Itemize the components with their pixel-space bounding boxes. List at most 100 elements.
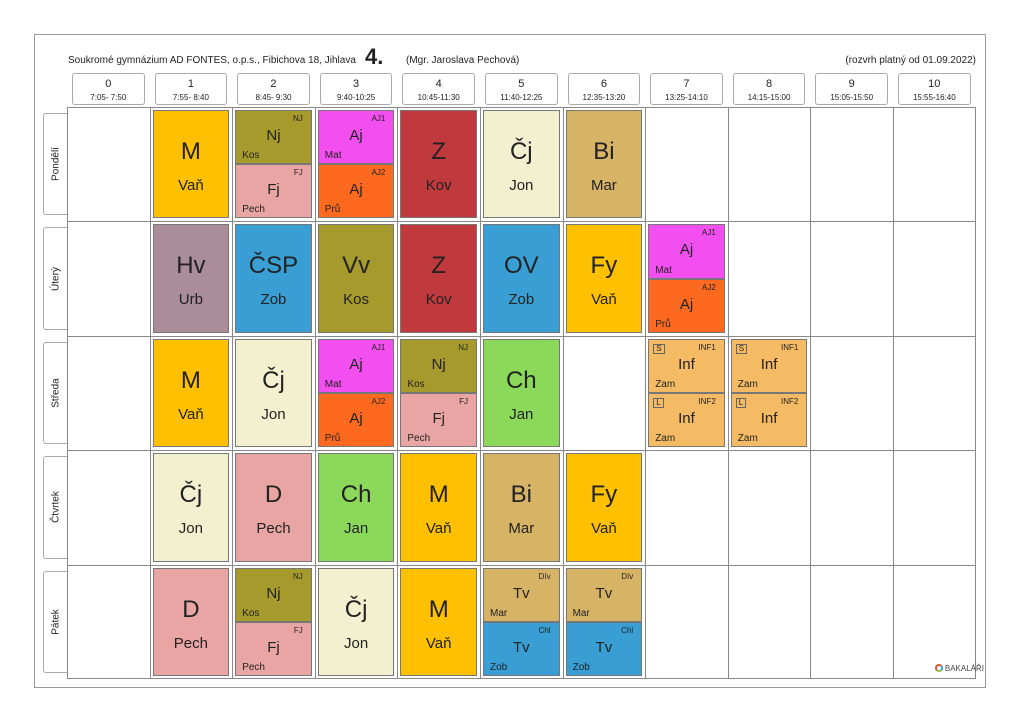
lesson-cell[interactable]: Aj Prů AJ2	[648, 278, 725, 333]
lesson-cell[interactable]: Z Kov	[400, 110, 477, 219]
lesson-cell[interactable]: Ch Jan	[483, 338, 560, 448]
lesson-cell[interactable]: Aj Mat AJ1	[648, 224, 725, 279]
lesson-cell[interactable]: Tv Mar Dív	[565, 567, 643, 622]
lesson-cell[interactable]: Nj Kos NJ	[400, 338, 477, 393]
room-tag: S	[653, 343, 665, 354]
day-label: Pátek	[43, 570, 67, 673]
subject-abbrev: Bi	[510, 481, 532, 509]
subject-abbrev: Vv	[342, 252, 371, 280]
teacher-abbrev: Pech	[173, 634, 208, 652]
lesson-cell[interactable]: Čj Jon	[317, 567, 395, 676]
group-label: FJ	[293, 168, 303, 178]
lesson-cell[interactable]: Inf Zam INF2 L	[730, 393, 808, 448]
valid-from: (rozvrh platný od 01.09.2022)	[845, 55, 976, 66]
period-number: 5	[518, 78, 525, 90]
teacher-abbrev: Mat	[324, 378, 342, 390]
subject-abbrev: M	[180, 138, 201, 165]
grid-column-line	[315, 107, 316, 679]
period-number: 0	[105, 78, 112, 90]
period-number: 9	[848, 78, 855, 90]
teacher-abbrev: Mar	[508, 520, 535, 538]
teacher-abbrev: Mar	[572, 607, 590, 619]
subject-abbrev: Aj	[349, 127, 363, 144]
lesson-cell[interactable]: Čj Jon	[483, 110, 560, 219]
period-header: 1 7:55- 8:40	[154, 73, 228, 105]
grid-column-line	[232, 107, 233, 679]
lesson-cell[interactable]: Z Kov	[400, 224, 477, 333]
lesson-cell[interactable]: Tv Mar Dív	[483, 567, 560, 622]
subject-abbrev: Fj	[267, 638, 280, 656]
teacher-abbrev: Jon	[261, 405, 286, 423]
lesson-cell[interactable]: Tv Zob Chl	[565, 621, 643, 676]
lesson-cell[interactable]: M Vaň	[152, 110, 230, 219]
lesson-cell[interactable]: Čj Jon	[235, 338, 312, 448]
subject-abbrev: Fj	[267, 181, 280, 199]
subject-abbrev: Tv	[595, 584, 613, 602]
period-header: 8 14:15-15:00	[732, 73, 806, 105]
lesson-cell[interactable]: Aj Mat AJ1	[317, 338, 395, 393]
class-name: 4.	[365, 44, 384, 69]
teacher-abbrev: Vaň	[591, 291, 617, 309]
period-time: 11:40-12:25	[500, 93, 543, 102]
group-label: AJ2	[701, 282, 716, 292]
lesson-cell[interactable]: Inf Zam INF1 S	[648, 338, 725, 393]
group-label: INF1	[781, 342, 799, 352]
lesson-cell[interactable]: Nj Kos NJ	[235, 110, 312, 165]
lesson-cell[interactable]: Aj Prů AJ2	[317, 393, 395, 448]
lesson-cell[interactable]: Ch Jan	[317, 453, 395, 562]
lesson-cell[interactable]: Fj Pech FJ	[235, 621, 312, 676]
lesson-cell[interactable]: M Vaň	[400, 567, 477, 676]
teacher-abbrev: Kos	[242, 150, 260, 162]
lesson-cell[interactable]: Vv Kos	[317, 224, 395, 333]
group-label: AJ2	[371, 168, 386, 178]
subject-abbrev: Aj	[349, 355, 363, 373]
period-time: 8:45- 9:30	[255, 93, 292, 102]
subject-abbrev: D	[182, 595, 200, 623]
lesson-cell[interactable]: M Vaň	[152, 338, 230, 448]
subject-abbrev: Inf	[760, 410, 778, 427]
lesson-cell[interactable]: Fy Vaň	[565, 224, 643, 333]
period-time: 15:55-16:40	[912, 93, 956, 102]
period-time: 13:25-14:10	[665, 93, 708, 102]
lesson-cell[interactable]: Inf Zam INF2 L	[648, 393, 725, 448]
teacher-abbrev: Pech	[242, 661, 265, 673]
lesson-cell[interactable]: Aj Mat AJ1	[317, 110, 395, 165]
teacher-abbrev: Prů	[324, 433, 341, 445]
lesson-cell[interactable]: D Pech	[235, 453, 312, 562]
grid-column-line	[728, 107, 729, 679]
subject-abbrev: Čj	[344, 595, 368, 623]
lesson-cell[interactable]: Fj Pech FJ	[400, 393, 477, 448]
lesson-cell[interactable]: D Pech	[152, 567, 230, 676]
lesson-cell[interactable]: Hv Urb	[152, 224, 230, 333]
subject-abbrev: M	[180, 366, 201, 394]
lesson-cell[interactable]: Nj Kos NJ	[235, 567, 312, 622]
grid-column-line	[150, 107, 151, 679]
lesson-cell[interactable]: Bi Mar	[483, 453, 560, 562]
teacher-abbrev: Zam	[737, 378, 758, 390]
subject-abbrev: M	[428, 481, 449, 509]
lesson-cell[interactable]: Fj Pech FJ	[235, 164, 312, 219]
lesson-cell[interactable]: OV Zob	[483, 224, 560, 333]
teacher-abbrev: Kov	[425, 177, 452, 194]
timetable-frame	[34, 34, 986, 688]
lesson-cell[interactable]: Inf Zam INF1 S	[730, 338, 808, 393]
subject-abbrev: Čj	[509, 138, 533, 165]
subject-abbrev: Inf	[678, 355, 695, 373]
lesson-cell[interactable]: Čj Jon	[152, 453, 230, 562]
lesson-cell[interactable]: Aj Prů AJ2	[317, 164, 395, 219]
lesson-cell[interactable]: ČSP Zob	[235, 224, 312, 333]
teacher-abbrev: Mar	[590, 177, 617, 194]
group-label: Dív	[621, 571, 634, 581]
teacher-abbrev: Zob	[508, 291, 535, 309]
lesson-cell[interactable]: M Vaň	[400, 453, 477, 562]
lesson-cell[interactable]: Tv Zob Chl	[483, 621, 560, 676]
subject-abbrev: Inf	[760, 355, 778, 373]
group-label: AJ1	[371, 114, 386, 123]
subject-abbrev: Fj	[432, 410, 445, 427]
school-name: Soukromé gymnázium AD FONTES, o.p.s., Fi…	[68, 55, 356, 66]
period-header: 7 13:25-14:10	[650, 73, 723, 105]
lesson-cell[interactable]: Bi Mar	[565, 110, 643, 219]
group-label: AJ1	[701, 228, 716, 238]
lesson-cell[interactable]: Fy Vaň	[565, 453, 643, 562]
period-number: 8	[766, 78, 773, 90]
